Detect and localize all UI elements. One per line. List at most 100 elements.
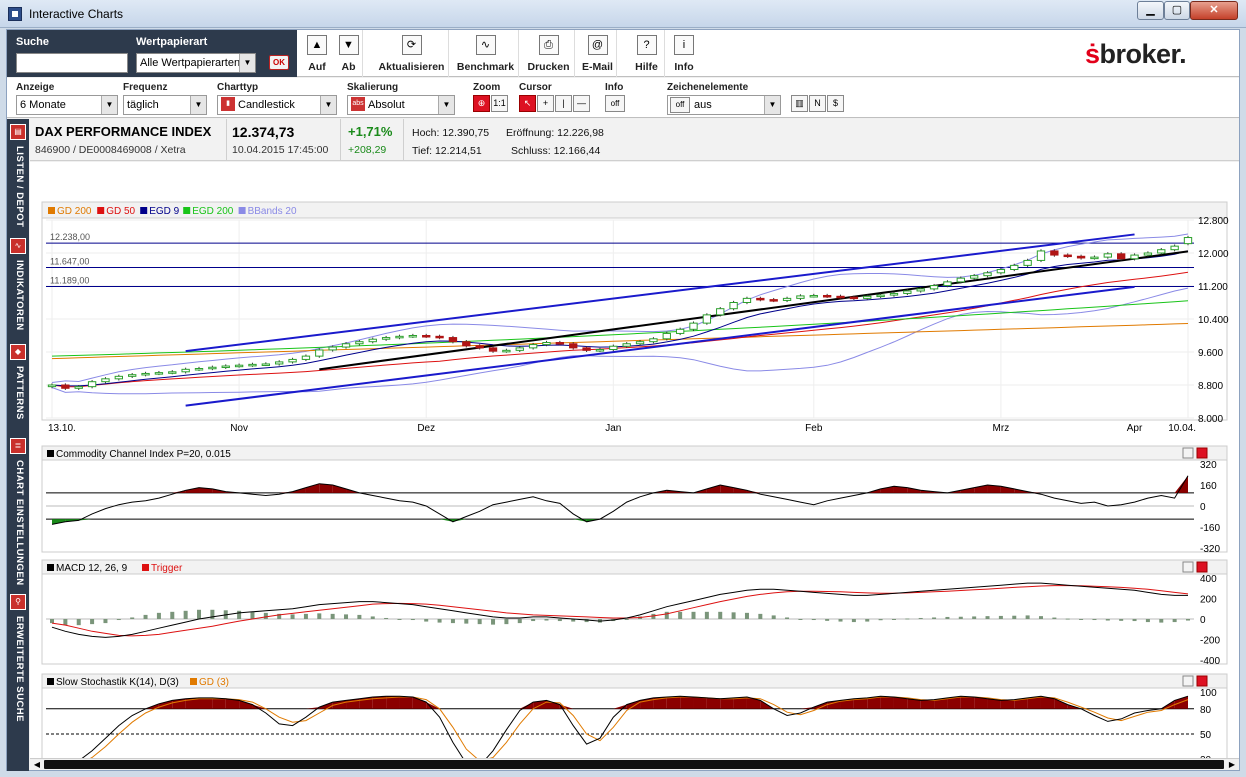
macd-histogram-bar	[263, 612, 268, 619]
cci-expand-icon	[1182, 447, 1194, 459]
macd-histogram-bar	[90, 619, 95, 625]
text-tool-icon[interactable]: N	[809, 95, 826, 112]
info-button[interactable]: i Info	[667, 30, 701, 77]
stoch-overbought-fill	[867, 696, 881, 709]
candle	[1157, 249, 1166, 254]
stoch-overbought-fill	[426, 702, 440, 709]
search-label: Suche	[16, 36, 50, 48]
candle	[1143, 252, 1153, 256]
macd-histogram-bar	[731, 612, 736, 619]
macd-histogram-bar	[143, 614, 148, 619]
cci-overbought-fill	[305, 483, 320, 493]
candle	[47, 384, 57, 388]
cci-overbought-fill	[880, 486, 894, 493]
bar-chart-icon[interactable]: ▥	[791, 95, 808, 112]
cursor-group: Cursor ↖ + | —	[519, 82, 599, 112]
dollar-icon[interactable]: $	[827, 95, 844, 112]
cci-overbought-fill	[893, 486, 908, 493]
close-button[interactable]: ✕	[1190, 1, 1238, 20]
security-type-select[interactable]: Alle Wertpapierarten ▼	[136, 53, 256, 73]
stoch-title: Slow Stochastik K(14), D(3)	[56, 677, 179, 688]
stoch-overbought-fill	[974, 697, 988, 709]
candle	[542, 342, 551, 346]
maximize-button[interactable]: ▢	[1164, 1, 1190, 20]
cci-y-tick-label: 0	[1200, 502, 1206, 513]
up-button[interactable]: ▲ Auf	[303, 30, 331, 77]
horizontal-cursor-icon[interactable]: —	[573, 95, 590, 112]
candle	[929, 285, 939, 290]
info-toggle[interactable]: off	[605, 95, 625, 112]
stoch-overbought-fill	[185, 697, 200, 709]
candle	[943, 281, 952, 287]
nav-listen-depot[interactable]: ▤ LISTEN / DEPOT	[7, 121, 29, 227]
anzeige-group: Anzeige 6 Monate ▼	[16, 82, 118, 115]
price-panel-frame	[41, 201, 1228, 421]
skalierung-select[interactable]: abs Absolut ▼	[347, 95, 455, 115]
minimize-button[interactable]: ▁	[1137, 1, 1164, 20]
macd-histogram-bar	[544, 619, 549, 621]
macd-histogram-bar	[1025, 615, 1030, 619]
nav-indikatoren[interactable]: ∿ INDIKATOREN	[7, 235, 29, 331]
info-icon: i	[674, 35, 694, 55]
stoch-overbought-fill	[880, 696, 894, 709]
scroll-left-icon[interactable]: ◀	[33, 760, 41, 769]
chart-area[interactable]: GD 200 GD 50 EGD 9 EGD 200 BBands 20 8.000 8.8…	[30, 162, 1239, 758]
candle	[448, 337, 458, 343]
change-cell: +1,71% +208,29	[342, 119, 404, 161]
stoch-overbought-fill	[1014, 697, 1028, 709]
zeichen-select[interactable]: off aus ▼	[667, 95, 781, 115]
candle	[488, 347, 498, 352]
frequenz-select[interactable]: täglich ▼	[123, 95, 207, 115]
ok-button[interactable]: OK	[269, 55, 289, 70]
candle	[462, 341, 471, 347]
print-button[interactable]: ⎙ Drucken	[523, 30, 575, 77]
candle	[435, 335, 444, 339]
help-button[interactable]: ? Hilfe	[629, 30, 665, 77]
zoom-reset-button[interactable]: 1:1	[491, 95, 508, 112]
macd-histogram-bar	[531, 619, 536, 622]
crosshair-cursor-icon[interactable]: +	[537, 95, 554, 112]
search-input[interactable]	[16, 53, 128, 73]
stoch-close-icon	[1196, 675, 1208, 687]
scroll-right-icon[interactable]: ▶	[1228, 760, 1236, 769]
charttyp-select[interactable]: ▮ Candlestick ▼	[217, 95, 337, 115]
macd-histogram-bar	[624, 619, 629, 620]
nav-erweiterte-suche[interactable]: ⚲ ERWEITERTE SUCHE	[7, 591, 29, 722]
macd-histogram-bar	[491, 619, 496, 625]
nav-chart-einstellungen[interactable]: ≣ CHART EINSTELLUNGEN	[7, 435, 29, 586]
candle	[622, 343, 631, 347]
chart-scrollbar[interactable]: ◀ ▶	[30, 758, 1239, 770]
y-tick-label: 10.400	[1198, 315, 1229, 326]
email-button[interactable]: @ E-Mail	[579, 30, 617, 77]
candle	[702, 314, 712, 324]
cci-y-tick-label: -160	[1200, 523, 1220, 534]
app-icon	[8, 7, 22, 21]
stoch-overbought-fill	[693, 697, 707, 709]
stoch-y-tick-label: 50	[1200, 730, 1212, 741]
stoch-overbought-fill	[934, 697, 948, 709]
macd-histogram-bar	[384, 617, 389, 619]
candle	[969, 275, 979, 279]
chart-canvas[interactable]: GD 200 GD 50 EGD 9 EGD 200 BBands 20 8.000 8.8…	[30, 162, 1239, 758]
benchmark-button[interactable]: ∿ Benchmark	[453, 30, 519, 77]
refresh-button[interactable]: ⟳ Aktualisieren	[375, 30, 449, 77]
macd-histogram-bar	[1065, 618, 1070, 620]
refresh-icon: ⟳	[401, 35, 422, 55]
scrollbar-thumb[interactable]	[44, 760, 1224, 769]
vertical-cursor-icon[interactable]: |	[555, 95, 572, 112]
anzeige-select[interactable]: 6 Monate ▼	[16, 95, 118, 115]
trigger-legend: Trigger	[151, 563, 183, 574]
candle	[742, 297, 752, 303]
down-button[interactable]: ▼ Ab	[335, 30, 363, 77]
macd-histogram-bar	[317, 613, 322, 619]
trigger-line	[51, 585, 1189, 637]
stoch-overbought-fill	[305, 707, 320, 709]
candle	[1050, 250, 1059, 256]
zoom-icon[interactable]: ⊕	[473, 95, 490, 112]
security-type-value: Alle Wertpapierarten	[140, 57, 241, 69]
print-label: Drucken	[527, 61, 570, 73]
stoch-overbought-fill	[519, 702, 534, 709]
nav-patterns[interactable]: ◆ PATTERNS	[7, 341, 29, 420]
pointer-cursor-icon[interactable]: ↖	[519, 95, 536, 112]
close-value: Schluss: 12.166,44	[511, 145, 601, 157]
